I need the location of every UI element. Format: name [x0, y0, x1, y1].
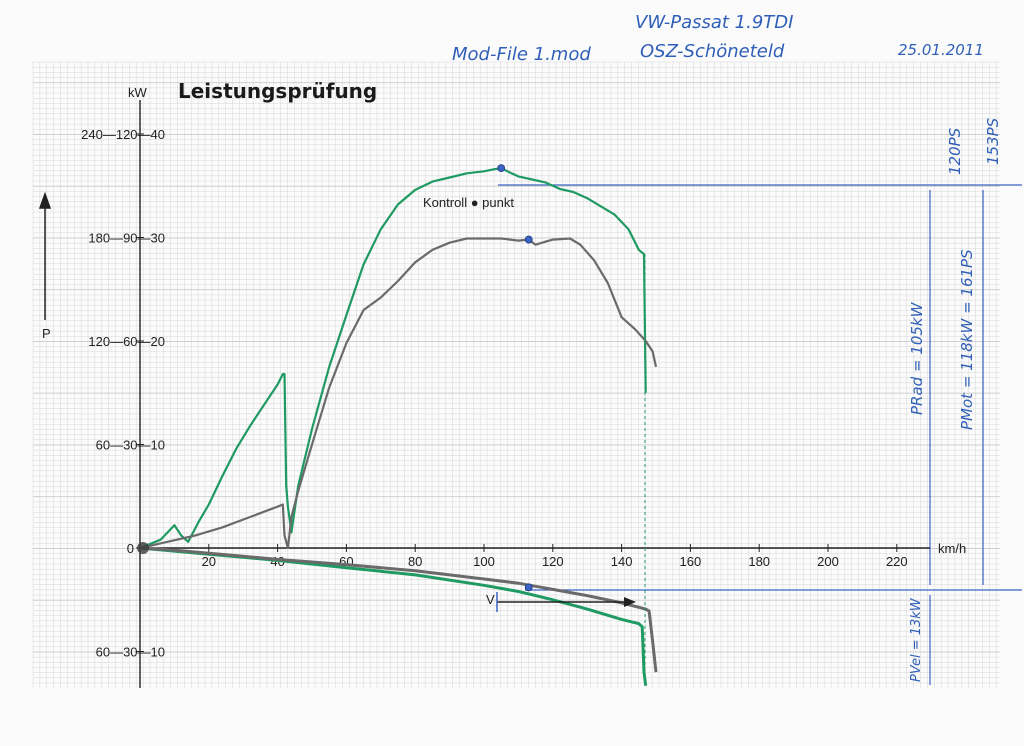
tick-labels: 20 40 60 80 100 120 140 160 180 200 220240—120—401…	[81, 127, 907, 660]
x-tick-label: 160	[680, 554, 702, 569]
note-p-rad: PRad = 105kW	[908, 301, 926, 415]
y-tick-label: 0	[127, 541, 134, 556]
y-tick-label: 60—30—10	[96, 645, 165, 660]
series-line-green	[139, 167, 647, 550]
note-location: OSZ-Schöneteld	[640, 41, 785, 62]
p-arrow	[38, 191, 52, 320]
series-line-gray	[139, 546, 658, 673]
speed-arrow-label: V	[486, 592, 495, 607]
x-tick-label: 180	[748, 554, 770, 569]
measurement-lines	[498, 184, 1022, 685]
y-unit-label: kW	[128, 85, 148, 100]
x-tick-label: 220	[886, 554, 908, 569]
grid-paper	[32, 61, 1000, 688]
x-tick-label: 100	[473, 554, 495, 569]
axes	[139, 100, 930, 688]
x-tick-label: 20	[202, 554, 216, 569]
note-vehicle: VW-Passat 1.9TDI	[635, 12, 793, 33]
note-mod-file: Mod-File 1.mod	[452, 44, 591, 65]
series-line-gray	[139, 237, 658, 550]
y-tick-label: 120—60—20	[88, 334, 165, 349]
origin-marker	[137, 542, 149, 554]
x-tick-label: 120	[542, 554, 564, 569]
y-axis-label: P	[42, 326, 51, 341]
y-tick-label: 60—30—10	[96, 438, 165, 453]
x-tick-label: 200	[817, 554, 839, 569]
data-point-marker	[497, 164, 506, 173]
control-point-label: Kontroll ● punkt	[423, 195, 514, 210]
note-date: 25.01.2011	[898, 41, 984, 59]
x-tick-label: 80	[408, 554, 422, 569]
x-tick-label: 140	[611, 554, 633, 569]
data-point-marker	[524, 583, 533, 592]
marker-group	[137, 164, 533, 592]
note-p-vel: PVel = 13kW	[909, 597, 924, 682]
speed-arrow	[496, 592, 636, 612]
data-point-marker	[524, 235, 533, 244]
x-axis-label: km/h	[938, 541, 966, 556]
note-ps-top: 120PS	[946, 127, 964, 175]
note-p-mot: PMot = 118kW = 161PS	[958, 249, 976, 430]
y-tick-label: 240—120—40	[81, 127, 165, 142]
y-tick-label: 180—90—30	[88, 231, 165, 246]
chart-title: Leistungsprüfung	[178, 79, 377, 103]
series-group	[139, 167, 658, 686]
note-ps-mid: 153PS	[984, 117, 1002, 165]
